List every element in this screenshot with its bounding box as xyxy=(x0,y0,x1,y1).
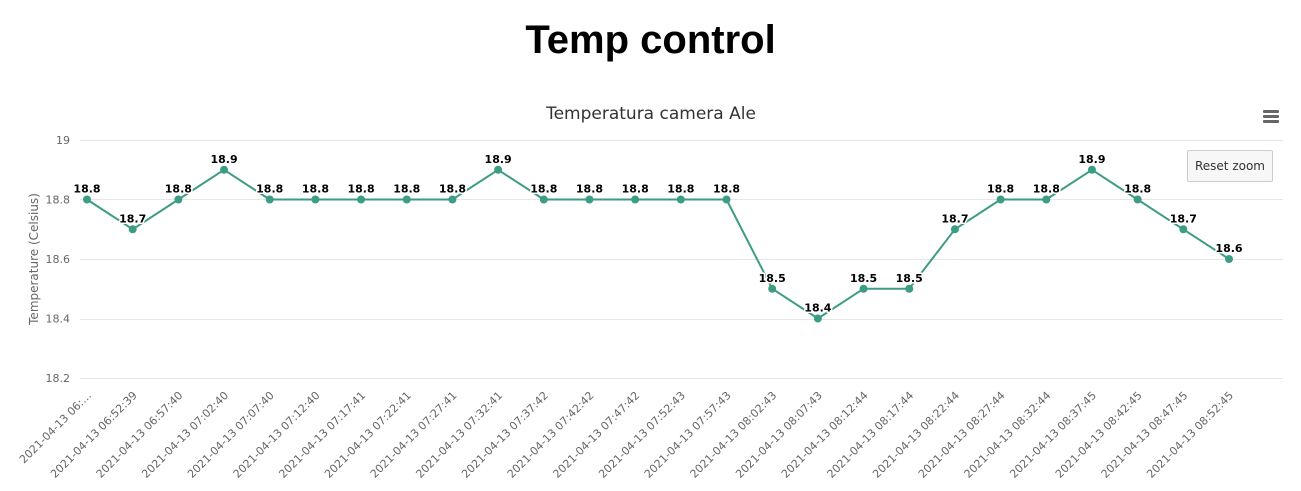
x-tick-label: 2021-04-13 07:57:43 xyxy=(642,389,734,481)
y-tick-label: 18.2 xyxy=(46,372,71,385)
data-point[interactable] xyxy=(768,284,777,293)
x-tick-label: 2021-04-13 08:07:43 xyxy=(733,389,825,481)
data-point[interactable] xyxy=(1087,165,1096,174)
data-label: 18.8 xyxy=(1033,183,1060,196)
data-label: 18.6 xyxy=(1215,242,1242,255)
data-point[interactable] xyxy=(905,284,914,293)
data-label: 18.8 xyxy=(713,183,740,196)
data-point[interactable] xyxy=(813,314,822,323)
data-label: 18.7 xyxy=(1170,212,1197,225)
data-point[interactable] xyxy=(220,165,229,174)
data-label: 18.7 xyxy=(119,212,146,225)
data-labels: 18.8 18.7 18.8 18.9 18.8 18.8 18.8 18.8 18.8 18.9… xyxy=(72,151,1244,316)
data-point[interactable] xyxy=(494,165,503,174)
x-tick-label: 2021-04-13 08:42:45 xyxy=(1053,389,1145,481)
data-point[interactable] xyxy=(83,195,91,204)
data-point[interactable] xyxy=(265,195,274,204)
data-label: 18.8 xyxy=(348,183,375,196)
data-point[interactable] xyxy=(128,225,137,234)
x-tick-label: 2021-04-13 08:22:44 xyxy=(870,389,962,481)
data-label: 18.4 xyxy=(804,302,831,315)
x-tick-label: 2021-04-13 07:52:43 xyxy=(596,389,688,481)
x-tick-label: 2021-04-13 07:17:41 xyxy=(276,389,368,481)
data-point[interactable] xyxy=(996,195,1005,204)
data-label: 18.8 xyxy=(302,183,329,196)
x-tick-label: 2021-04-13 06:52:39 xyxy=(48,389,140,481)
data-label: 18.7 xyxy=(941,212,968,225)
data-label: 18.8 xyxy=(256,183,283,196)
x-tick-label: 2021-04-13 07:37:42 xyxy=(459,389,551,481)
x-tick-label: 2021-04-13 07:42:42 xyxy=(505,389,597,481)
reset-zoom-button[interactable]: Reset zoom xyxy=(1187,150,1273,182)
data-point[interactable] xyxy=(402,195,411,204)
x-tick-label: 2021-04-13 07:22:41 xyxy=(322,389,414,481)
data-label: 18.8 xyxy=(1124,183,1151,196)
x-tick-label: 2021-04-13 07:32:41 xyxy=(413,389,505,481)
data-point[interactable] xyxy=(357,195,366,204)
data-label: 18.9 xyxy=(1078,153,1105,166)
series xyxy=(83,165,1233,323)
y-axis-label: Temperature (Celsius) xyxy=(27,193,41,326)
data-label: 18.5 xyxy=(850,272,877,285)
data-point[interactable] xyxy=(1179,225,1188,234)
data-label: 18.8 xyxy=(622,183,649,196)
data-label: 18.8 xyxy=(667,183,694,196)
data-point[interactable] xyxy=(448,195,457,204)
data-point[interactable] xyxy=(859,284,868,293)
x-tick-label: 2021-04-13 07:07:40 xyxy=(185,389,277,481)
x-tick-label: 2021-04-13 08:02:43 xyxy=(688,389,780,481)
data-label: 18.8 xyxy=(439,183,466,196)
data-label: 18.8 xyxy=(987,183,1014,196)
x-tick-label: 2021-04-13 08:27:44 xyxy=(916,389,1008,481)
data-label: 18.8 xyxy=(73,183,100,196)
data-label: 18.8 xyxy=(165,183,192,196)
y-axis-ticks: 18.2 18.4 18.6 18.8 19 xyxy=(46,134,71,385)
x-tick-label: 2021-04-13 06:57:40 xyxy=(94,389,186,481)
data-point[interactable] xyxy=(1225,255,1233,263)
chart-title: Temperatura camera Ale xyxy=(545,104,756,124)
data-label: 18.9 xyxy=(210,153,237,166)
x-tick-label: 2021-04-13 08:17:44 xyxy=(825,389,917,481)
data-label: 18.8 xyxy=(393,183,420,196)
series-line xyxy=(86,168,1230,320)
x-tick-label: 2021-04-13 08:12:44 xyxy=(779,389,871,481)
x-tick-label: 2021-04-13 08:52:45 xyxy=(1144,389,1236,481)
data-label: 18.8 xyxy=(530,183,557,196)
data-label: 18.8 xyxy=(576,183,603,196)
x-axis-ticks: 2021-04-13 06:…2021-04-13 06:52:392021-0… xyxy=(17,389,1236,481)
y-tick-label: 18.6 xyxy=(46,253,71,266)
data-label: 18.9 xyxy=(485,153,512,166)
data-point[interactable] xyxy=(676,195,685,204)
y-tick-label: 18.8 xyxy=(46,194,71,207)
data-label: 18.5 xyxy=(759,272,786,285)
x-tick-label: 2021-04-13 08:37:45 xyxy=(1007,389,1099,481)
y-tick-label: 18.4 xyxy=(46,313,71,326)
x-tick-label: 2021-04-13 07:47:42 xyxy=(550,389,642,481)
data-point[interactable] xyxy=(539,195,548,204)
page-title: Temp control xyxy=(525,18,776,62)
data-label: 18.5 xyxy=(896,272,923,285)
data-point[interactable] xyxy=(311,195,320,204)
y-tick-label: 19 xyxy=(56,134,70,147)
data-point[interactable] xyxy=(1042,195,1051,204)
x-tick-label: 2021-04-13 08:47:45 xyxy=(1099,389,1191,481)
data-point[interactable] xyxy=(950,225,959,234)
x-tick-label: 2021-04-13 07:12:40 xyxy=(231,389,323,481)
x-tick-label: 2021-04-13 07:27:41 xyxy=(368,389,460,481)
data-point[interactable] xyxy=(722,195,731,204)
hamburger-menu-icon[interactable] xyxy=(1258,104,1284,128)
data-point[interactable] xyxy=(631,195,640,204)
x-tick-label: 2021-04-13 07:02:40 xyxy=(139,389,231,481)
x-tick-label: 2021-04-13 08:32:44 xyxy=(962,389,1054,481)
data-point[interactable] xyxy=(174,195,183,204)
data-point[interactable] xyxy=(585,195,594,204)
data-point[interactable] xyxy=(1133,195,1142,204)
